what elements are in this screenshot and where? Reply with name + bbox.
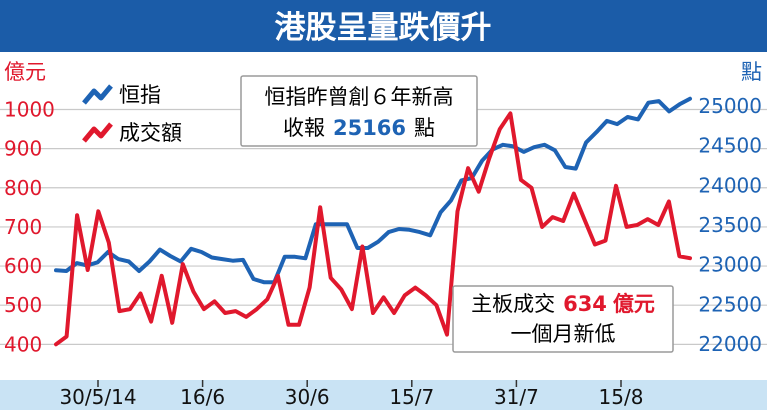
right-tick-label: 24000: [698, 173, 762, 197]
callout-value: 634: [563, 292, 607, 316]
right-tick-label: 22000: [698, 332, 762, 356]
right-tick-label: 25000: [698, 94, 762, 118]
right-tick-label: 24500: [698, 134, 762, 158]
left-tick-label: 1000: [4, 97, 55, 121]
x-tick-label: 15/8: [599, 385, 644, 409]
callout-line: 恒指昨曾創６年新高: [265, 85, 454, 109]
right-axis-title: 點: [741, 60, 762, 84]
turnover-series-line: [54, 111, 692, 347]
callout-line: 一個月新低: [511, 322, 616, 346]
title-band: [0, 0, 767, 52]
series-layer: [54, 96, 692, 347]
x-tick-label: 16/6: [180, 385, 225, 409]
callout-text: 主板成交: [471, 292, 555, 316]
left-tick-label: 800: [4, 176, 42, 200]
left-tick-label: 500: [4, 293, 42, 317]
red-zigzag-icon: [82, 122, 113, 143]
left-tick-label: 400: [4, 332, 42, 356]
callout-line: 主板成交 634 億元: [471, 292, 655, 316]
blue-zigzag-icon: [82, 84, 113, 105]
callout-box: [452, 285, 674, 353]
legend: 恒指 成交額: [82, 83, 182, 145]
legend-label-turnover: 成交額: [119, 121, 182, 145]
left-axis-ticks: 400 500 600 700 800 900 1000: [4, 97, 55, 356]
callout-line: 收報 25166 點: [283, 116, 435, 140]
chart-title: 港股呈量跌價升: [275, 10, 492, 46]
right-axis-ticks: 22000 22500 23000 23500 24000 24500 25000: [698, 94, 762, 356]
left-tick-label: 900: [4, 137, 42, 161]
legend-label-hsi: 恒指: [119, 83, 161, 107]
hsi-series-line: [54, 96, 692, 285]
gridlines: [0, 108, 767, 345]
callout-unit: 點: [414, 116, 435, 140]
left-axis-title: 億元: [4, 60, 46, 84]
x-tick-label: 30/5/14: [59, 385, 136, 409]
callout-text: 收報: [283, 116, 325, 140]
callout-unit: 億元: [613, 292, 655, 316]
left-tick-label: 600: [4, 254, 42, 278]
date-band: [0, 380, 767, 410]
turnover-low-callout: 主板成交 634 億元 一個月新低: [452, 285, 674, 353]
left-tick-label: 700: [4, 215, 42, 239]
callout-box: [240, 75, 478, 147]
callout-value: 25166: [333, 116, 406, 140]
right-tick-label: 22500: [698, 292, 762, 316]
right-tick-label: 23000: [698, 253, 762, 277]
x-axis-ticks: 30/5/14 16/6 30/6 15/7 31/7 15/8: [59, 380, 643, 409]
x-tick-label: 30/6: [285, 385, 330, 409]
right-tick-label: 23500: [698, 213, 762, 237]
hsi-record-callout: 恒指昨曾創６年新高 收報 25166 點: [240, 75, 478, 147]
x-tick-label: 15/7: [389, 385, 434, 409]
x-tick-label: 31/7: [494, 385, 539, 409]
